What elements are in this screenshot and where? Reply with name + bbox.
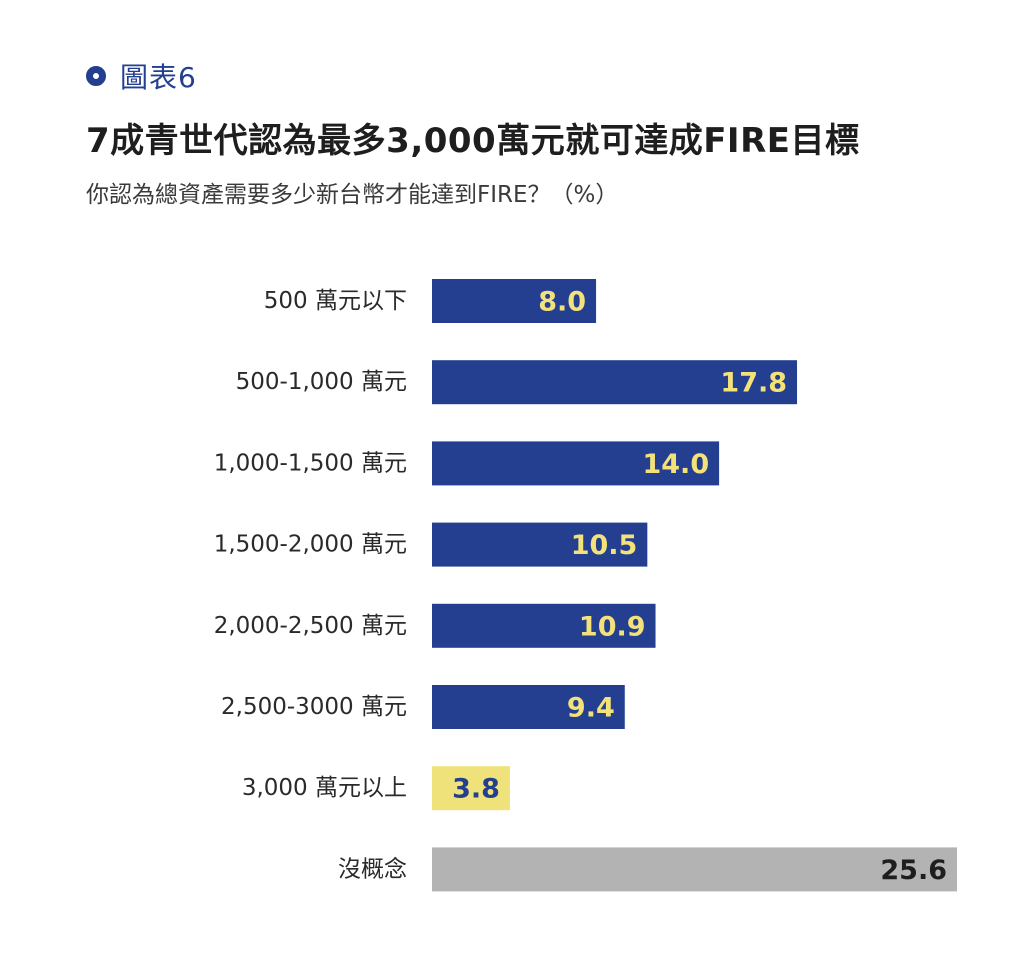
circle-icon — [86, 66, 106, 86]
bar — [432, 360, 798, 405]
chart-title: 7成青世代認為最多3,000萬元就可達成FIRE目標 — [86, 121, 860, 161]
category-label: 沒概念 — [338, 856, 407, 882]
bar-value-label: 10.5 — [571, 530, 638, 561]
bar — [432, 766, 510, 811]
bar — [432, 279, 597, 323]
bar — [432, 685, 625, 729]
bar-value-label: 8.0 — [538, 287, 586, 318]
bar — [432, 522, 648, 567]
bar-value-label: 14.0 — [642, 449, 709, 480]
category-label: 3,000 萬元以上 — [242, 775, 407, 801]
bar-value-label: 17.8 — [720, 368, 787, 399]
category-label: 2,500-3000 萬元 — [221, 694, 407, 720]
figure-label: 圖表6 — [120, 61, 197, 94]
bar-value-label: 9.4 — [567, 693, 615, 724]
figure-header: 圖表6 — [86, 56, 197, 96]
category-label: 1,500-2,000 萬元 — [214, 532, 407, 558]
bar-value-label: 25.6 — [880, 855, 947, 886]
bar — [432, 847, 957, 892]
bar-value-label: 3.8 — [452, 774, 500, 805]
category-label: 1,000-1,500 萬元 — [214, 450, 407, 476]
chart-subtitle: 你認為總資產需要多少新台幣才能達到FIRE？（%） — [86, 182, 619, 208]
category-label: 2,000-2,500 萬元 — [214, 613, 407, 639]
bar — [432, 603, 656, 648]
bar-value-label: 10.9 — [579, 611, 646, 642]
category-label: 500 萬元以下 — [264, 288, 407, 314]
bar — [432, 441, 720, 486]
category-label: 500-1,000 萬元 — [236, 369, 407, 395]
